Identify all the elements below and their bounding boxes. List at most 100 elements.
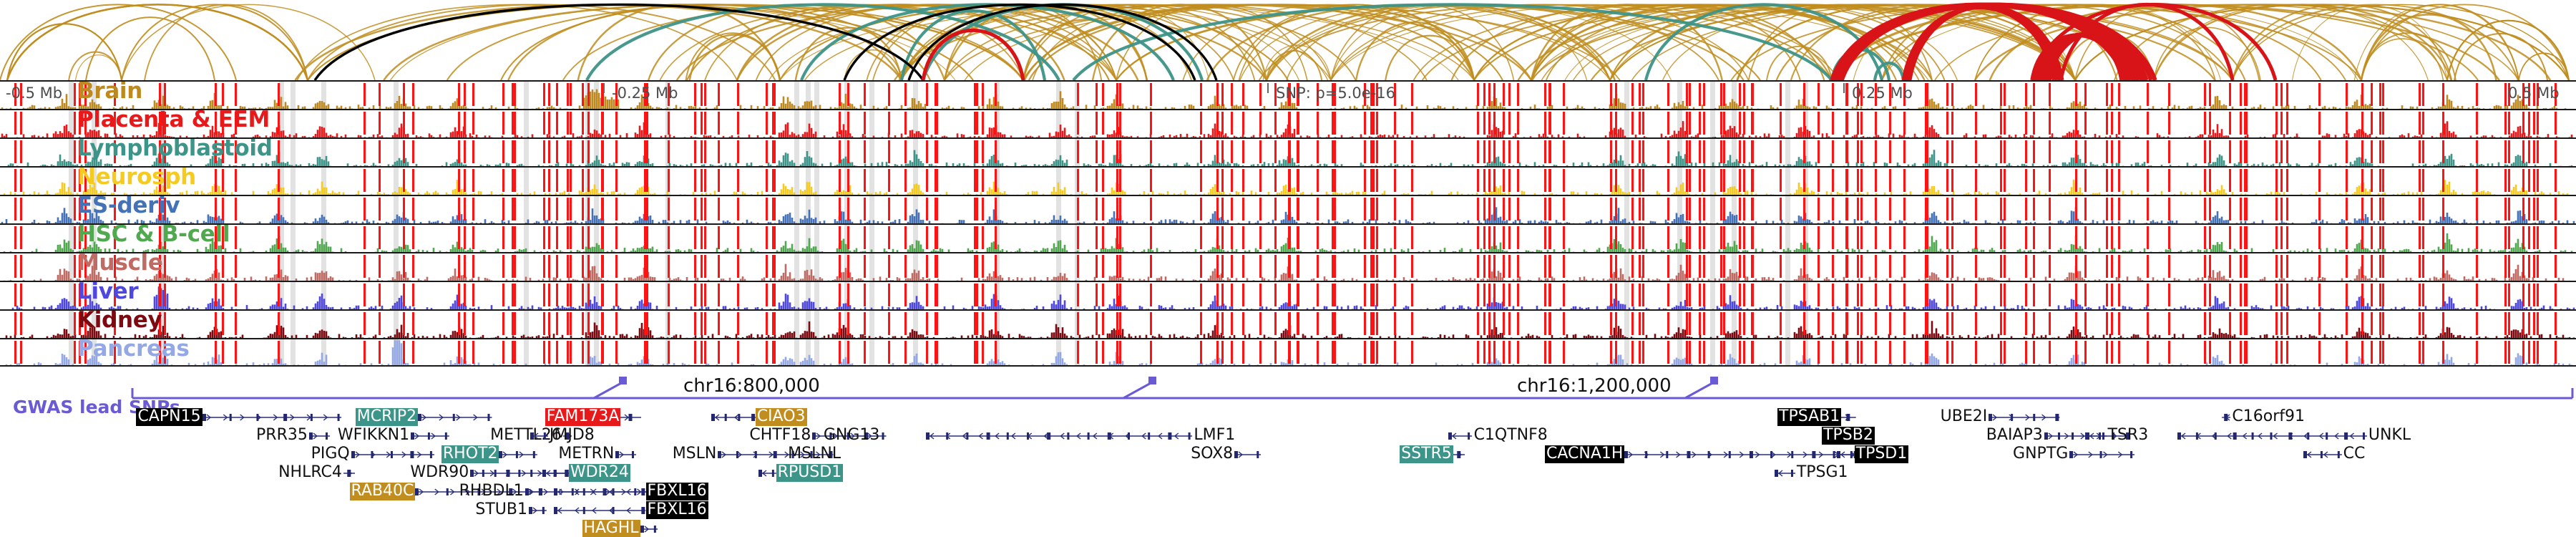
gene-entry[interactable]: FAM173A: [545, 408, 642, 426]
gene-entry[interactable]: LMF1: [925, 426, 1236, 445]
gene-label-mcrip2[interactable]: MCRIP2: [355, 407, 419, 426]
gene-entry[interactable]: TPSG1: [1774, 463, 1850, 482]
gene-label-rab40c[interactable]: RAB40C: [349, 482, 416, 500]
gene-label-tpsb2[interactable]: TPSB2: [1822, 426, 1875, 445]
gene-model-glyph: [499, 450, 538, 458]
gene-model-glyph: [343, 469, 356, 477]
gene-label-fam173a[interactable]: FAM173A: [545, 407, 621, 426]
gene-label-fbxl16[interactable]: FBXL16: [645, 482, 708, 500]
gene-model-glyph: [1234, 450, 1262, 458]
gene-model-glyph: [411, 432, 449, 440]
gene-entry[interactable]: NHLRC4: [277, 463, 356, 482]
gene-model-glyph: [711, 413, 756, 421]
track-label-kidney: Kidney: [77, 309, 162, 333]
gene-entry[interactable]: RHOT2: [441, 445, 538, 463]
gene-entry[interactable]: RHBDL1: [458, 483, 543, 500]
gene-label-prr35[interactable]: PRR35: [256, 426, 308, 444]
gene-label-cc[interactable]: CC: [2343, 445, 2366, 463]
gene-label-wdr24[interactable]: WDR24: [568, 463, 630, 482]
gene-entry[interactable]: HAGHL: [582, 520, 658, 537]
gene-label-capn15[interactable]: CAPN15: [136, 407, 203, 426]
gene-label-haghl[interactable]: HAGHL: [582, 519, 640, 537]
track-neurosph: Neurosph: [0, 166, 2576, 195]
gene-label-rpusd1[interactable]: RPUSD1: [776, 463, 844, 482]
gene-entry[interactable]: RPUSD1: [758, 463, 844, 482]
gene-entry[interactable]: UNKL: [2177, 427, 2412, 445]
track-hsc-bcell: HSC & B-cell: [0, 223, 2576, 252]
gene-label-ube2i[interactable]: UBE2I: [1940, 407, 1988, 425]
gene-entry[interactable]: CIAO3: [711, 408, 807, 426]
gene-entry[interactable]: TPSB2: [1822, 427, 1875, 445]
gene-entry[interactable]: TPSAB1: [1777, 408, 1856, 426]
gene-label-lmf1[interactable]: LMF1: [1194, 426, 1236, 444]
gene-label-jmjd8[interactable]: JMJD8: [549, 426, 595, 444]
gene-label-ciao3[interactable]: CIAO3: [755, 407, 807, 426]
track-pancreas: Pancreas: [0, 338, 2576, 367]
gene-label-metrn[interactable]: METRN: [558, 445, 615, 463]
gene-entry[interactable]: FBXL16: [554, 483, 708, 500]
coordinate-label-0: chr16:800,000: [683, 375, 820, 397]
gene-model-glyph: [562, 432, 572, 440]
gene-model-glyph: [525, 488, 543, 495]
gene-label-msln[interactable]: MSLN: [672, 445, 717, 463]
gene-label-tpsd1[interactable]: TPSD1: [1854, 445, 1909, 463]
gene-label-chtf18[interactable]: CHTF18: [749, 426, 811, 444]
gene-entry[interactable]: TSR3: [2085, 426, 2150, 445]
gene-entry[interactable]: SOX8: [1189, 445, 1262, 463]
gene-label-nhlrc4[interactable]: NHLRC4: [278, 463, 342, 481]
gene-entry[interactable]: SSTR5: [1400, 445, 1465, 463]
gene-entry[interactable]: MSLN: [671, 445, 834, 463]
gene-entry[interactable]: C16orf91: [2222, 408, 2306, 426]
track-label-es-deriv: ES-deriv: [77, 195, 180, 218]
gene-model-glyph: [351, 450, 434, 458]
gene-label-stub1[interactable]: STUB1: [475, 500, 527, 518]
gene-label-rhot2[interactable]: RHOT2: [441, 445, 499, 463]
gene-label-tpsg1[interactable]: TPSG1: [1796, 463, 1848, 481]
gene-entry[interactable]: C1QTNF8: [1448, 427, 1548, 445]
gene-entry[interactable]: METTL26: [489, 427, 572, 445]
gene-label-wdr90[interactable]: WDR90: [410, 463, 469, 481]
gene-entry[interactable]: METRN: [557, 445, 637, 463]
gene-label-mettl26[interactable]: METTL26: [490, 426, 562, 444]
gene-label-c16orf91[interactable]: C16orf91: [2232, 407, 2306, 425]
gene-label-fbxl16[interactable]: FBXL16: [645, 500, 708, 519]
gene-entry[interactable]: MSLNL: [786, 445, 842, 463]
gene-label-tpsab1[interactable]: TPSAB1: [1777, 407, 1842, 426]
gene-model-glyph: [2085, 432, 2107, 440]
gene-entry[interactable]: CHTF18: [748, 427, 887, 445]
gene-entry[interactable]: GNG13: [822, 427, 882, 445]
gene-label-cacna1h[interactable]: CACNA1H: [1545, 445, 1625, 463]
gene-label-mslnl[interactable]: MSLNL: [788, 445, 841, 463]
gene-label-sox8[interactable]: SOX8: [1191, 445, 1234, 463]
track-muscle: Muscle: [0, 252, 2576, 281]
gene-entry[interactable]: WDR90: [409, 463, 572, 482]
gene-label-c1qtnf8[interactable]: C1QTNF8: [1473, 426, 1548, 444]
gene-model-glyph: [758, 469, 776, 477]
gene-entry[interactable]: FBXL16: [554, 501, 708, 519]
gene-entry[interactable]: PRR35: [255, 427, 330, 445]
gene-entry[interactable]: CC: [2303, 445, 2367, 463]
gene-label-gng13[interactable]: GNG13: [823, 426, 880, 444]
gene-entry[interactable]: PIGQ: [310, 445, 434, 463]
gene-entry[interactable]: RAB40C: [349, 482, 670, 500]
gene-entry[interactable]: WDR24: [542, 464, 630, 482]
gene-label-rhbdl1[interactable]: RHBDL1: [459, 482, 524, 500]
gene-label-wfikkn1[interactable]: WFIKKN1: [337, 426, 410, 444]
gene-annotation-panel: GWAS lead SNPs chr16:800,000 chr16:1,200,…: [0, 367, 2576, 537]
gene-label-baiap3[interactable]: BAIAP3: [1986, 426, 2043, 444]
gene-model-glyph: [1453, 450, 1465, 458]
gene-label-pigq[interactable]: PIGQ: [311, 445, 350, 463]
gene-entry[interactable]: STUB1: [474, 500, 547, 519]
gene-label-gnptg[interactable]: GNPTG: [2013, 445, 2069, 463]
gene-entry[interactable]: TPSD1: [1836, 445, 1909, 463]
gene-label-unkl[interactable]: UNKL: [2368, 426, 2411, 444]
gene-entry[interactable]: GNPTG: [2011, 445, 2135, 463]
gene-entry[interactable]: CAPN15: [136, 407, 342, 426]
gene-label-sstr5[interactable]: SSTR5: [1400, 445, 1453, 463]
gene-entry[interactable]: JMJD8: [530, 427, 596, 445]
gene-entry[interactable]: WFIKKN1: [336, 427, 449, 445]
track-brain: Brain -0.5 Mb -0.25 Mb SNP: p=5.0e-16 0.25 M…: [0, 80, 2576, 109]
gene-entry[interactable]: UBE2I: [1939, 408, 2060, 426]
gene-entry[interactable]: MCRIP2: [355, 407, 492, 426]
gene-label-tsr3[interactable]: TSR3: [2107, 426, 2149, 444]
